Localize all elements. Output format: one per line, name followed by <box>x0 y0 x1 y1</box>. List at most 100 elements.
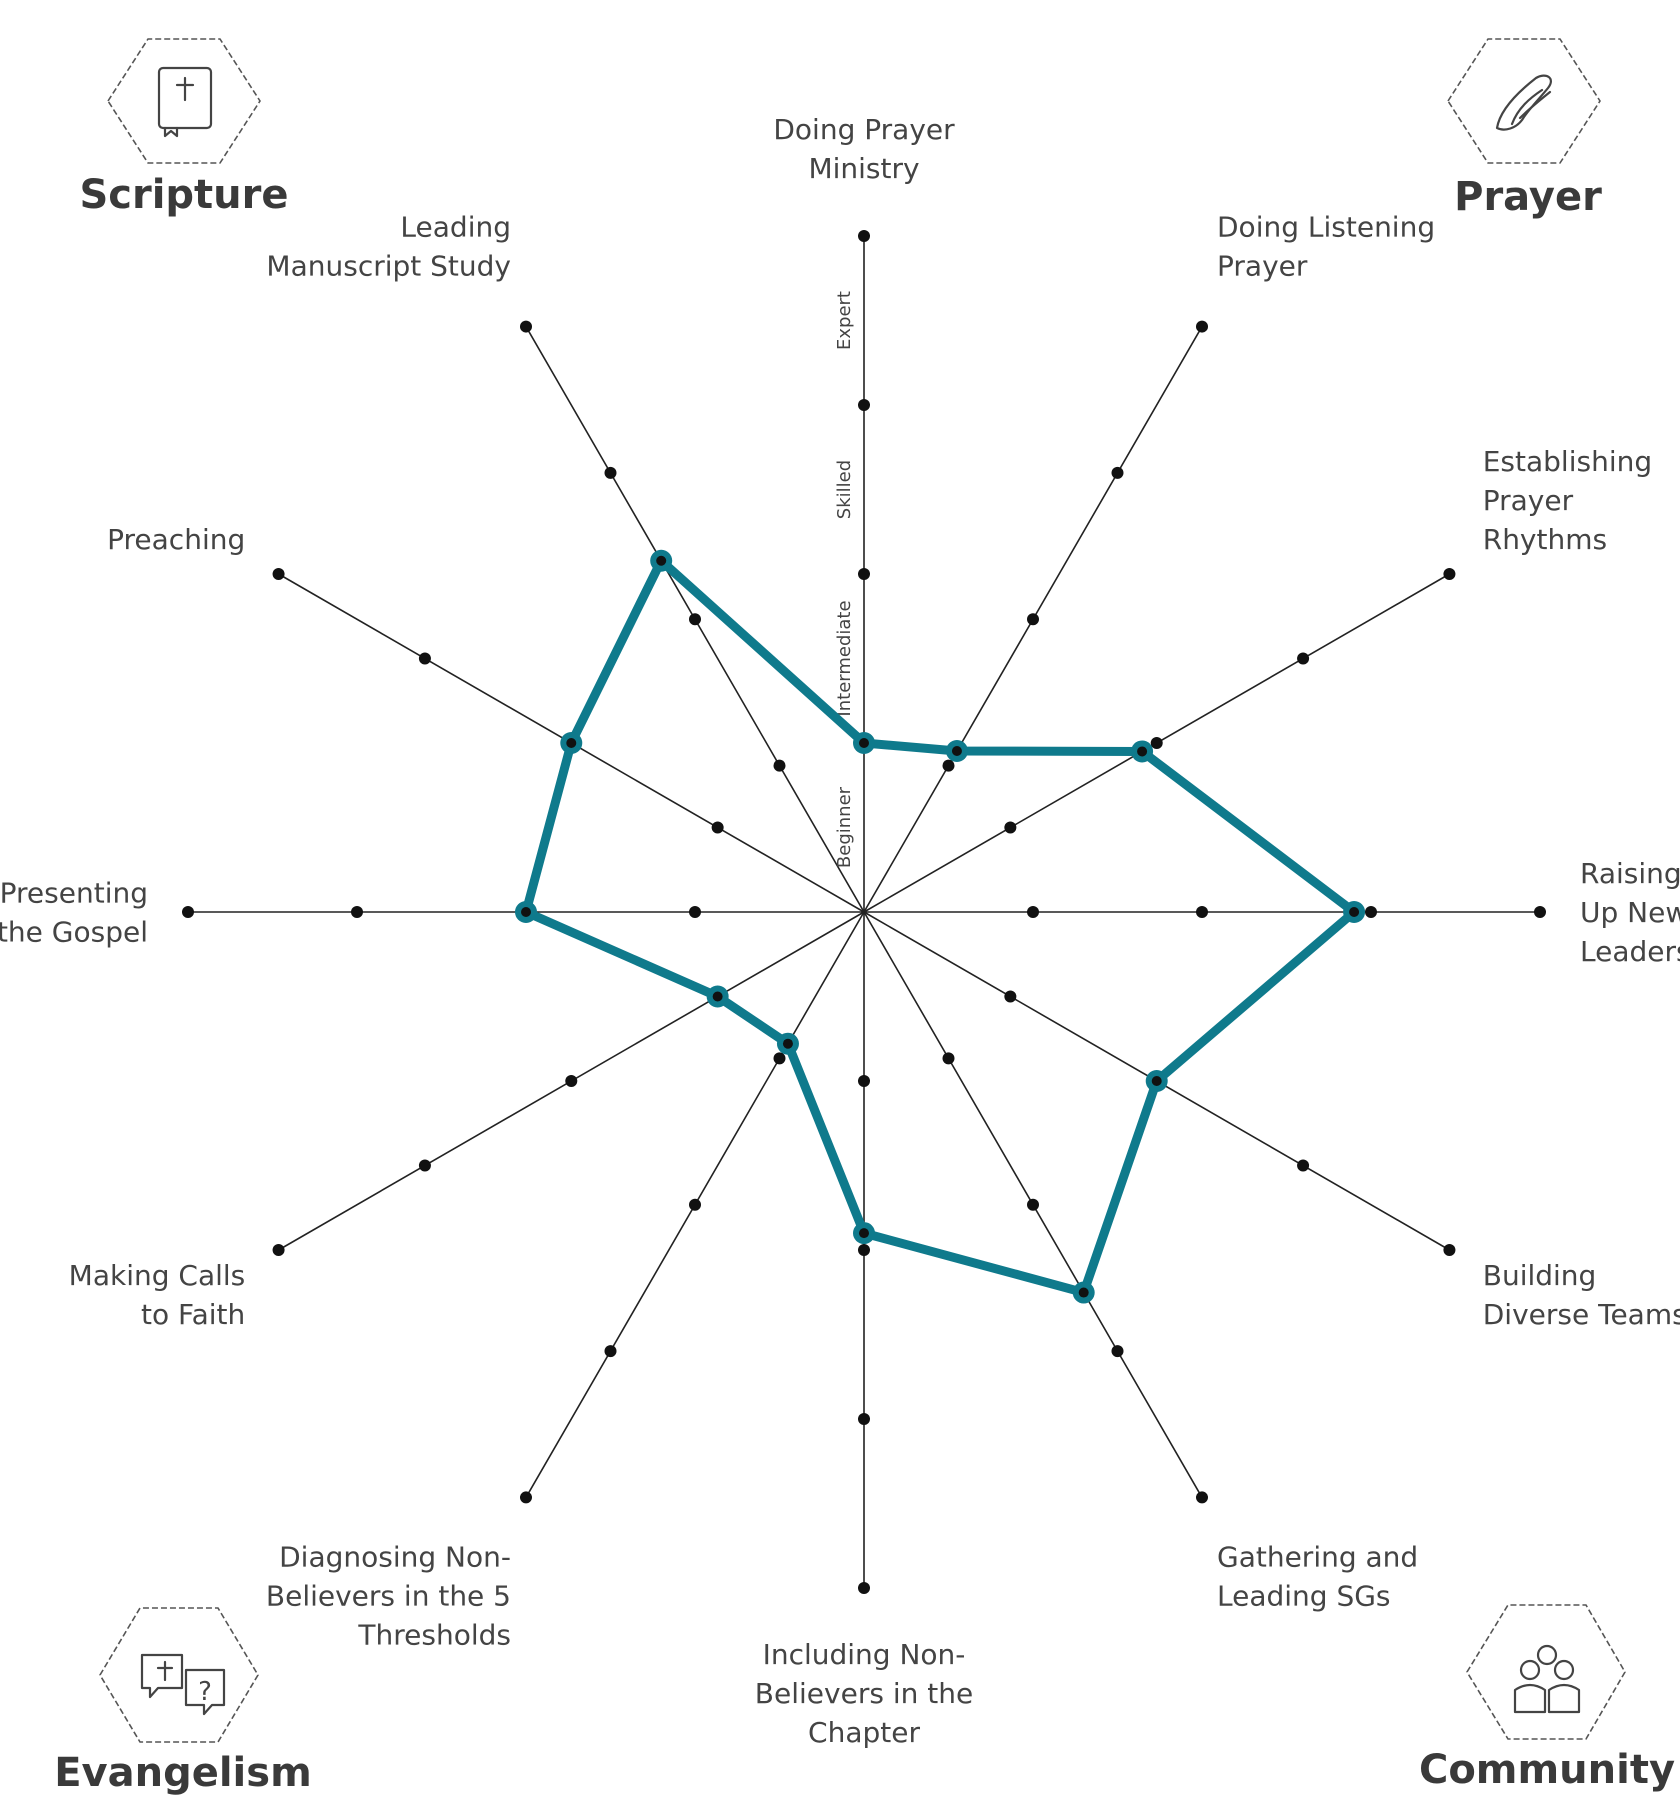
tick-dot <box>1027 613 1039 626</box>
axis-label-line: Manuscript Study <box>266 249 511 282</box>
series-point-center <box>1137 746 1148 757</box>
tick-dot <box>272 1244 285 1256</box>
tick-dot <box>604 466 617 479</box>
axis-label-7: Including Non- Believers in the Chapter <box>755 1638 973 1749</box>
axis-label-line: Believers in the 5 <box>266 1580 511 1613</box>
axis-label-line: Diverse Teams <box>1483 1298 1680 1331</box>
tick-dot <box>272 568 285 580</box>
tick-dot <box>1111 466 1124 479</box>
corner-title-community: Community <box>1419 1747 1675 1793</box>
tick-dot <box>418 1159 431 1172</box>
axis-label-line: Diagnosing Non- <box>279 1541 511 1574</box>
axis-label-line: Ministry <box>808 152 919 185</box>
axis-label-line: Presenting <box>0 877 148 910</box>
tick-dot <box>1196 1491 1208 1504</box>
corner-evangelism: ? Evangelism <box>54 1607 312 1796</box>
axis-label-line: Doing Prayer <box>773 113 955 146</box>
tick-dot <box>773 1052 786 1065</box>
corner-prayer: Prayer <box>1447 38 1602 220</box>
series-point-center <box>1078 1287 1089 1298</box>
axis-label-2: Doing Listening Prayer <box>1217 210 1435 282</box>
axis-labels: Doing Prayer Ministry Doing Listening Praye… <box>0 113 1680 1749</box>
axis-label-line: Chapter <box>808 1716 920 1749</box>
corner-title-prayer: Prayer <box>1454 174 1602 220</box>
tick-dot <box>1297 1159 1310 1172</box>
tick-dot <box>1004 990 1017 1003</box>
tick-dot <box>1534 906 1546 918</box>
tick-dot <box>1443 1244 1456 1256</box>
axis-label-line: Leaders <box>1580 935 1680 968</box>
tick-dot <box>689 1198 701 1211</box>
axis-label-line: Prayer <box>1217 249 1308 282</box>
level-labels: Beginner Intermediate Skilled Expert <box>834 291 855 868</box>
axis-label-line: Gathering and <box>1217 1541 1418 1574</box>
tick-dot <box>773 759 786 772</box>
axis-label-line: Establishing <box>1483 445 1652 478</box>
people-group-icon <box>1513 1644 1581 1714</box>
corner-title-scripture: Scripture <box>79 172 288 218</box>
tick-dot <box>1196 320 1208 333</box>
level-label-beginner: Beginner <box>834 786 855 868</box>
series-point-center <box>951 746 962 757</box>
tick-dot <box>1027 1198 1039 1211</box>
tick-dot <box>1004 821 1017 834</box>
tick-dot <box>858 1075 870 1087</box>
tick-dot <box>1365 906 1377 918</box>
tick-dot <box>351 906 363 918</box>
series-point-center <box>782 1038 793 1049</box>
hexagon-frame <box>1466 1604 1626 1740</box>
series-point-center <box>1349 907 1360 917</box>
tick-dot <box>858 230 870 242</box>
axis-label-9: Making Calls to Faith <box>69 1259 246 1331</box>
series-point-center <box>859 1228 869 1239</box>
axis-label-line: Doing Listening <box>1217 210 1435 243</box>
axis-label-line: Leading <box>400 210 511 243</box>
axis-label-10: Presenting the Gospel <box>0 877 148 949</box>
tick-dot <box>858 1582 870 1594</box>
tick-dot <box>942 759 955 772</box>
axis-label-11: Preaching <box>107 523 245 556</box>
level-label-intermediate: Intermediate <box>834 600 855 716</box>
axis-label-6: Gathering and Leading SGs <box>1217 1541 1418 1613</box>
axis-label-line: Building <box>1483 1259 1597 1292</box>
series-line <box>521 556 1359 1298</box>
axis-label-line: Raising <box>1580 857 1680 890</box>
axis-label-8: Diagnosing Non- Believers in the 5 Thresho… <box>266 1541 511 1652</box>
axis-label-line: Prayer <box>1483 484 1574 517</box>
axis-label-12: Leading Manuscript Study <box>266 210 511 282</box>
radar-spokes <box>188 236 1540 1588</box>
axis-label-line: Thresholds <box>357 1619 511 1652</box>
tick-dot <box>858 1413 870 1425</box>
axis-label-5: Building Diverse Teams <box>1483 1259 1680 1331</box>
question-mark: ? <box>198 1677 212 1707</box>
level-label-expert: Expert <box>834 291 855 350</box>
tick-dot <box>604 1345 617 1358</box>
tick-dot <box>1297 652 1310 665</box>
axis-label-line: Making Calls <box>69 1259 246 1292</box>
tick-dot <box>1196 906 1208 918</box>
axis-label-line: Up New <box>1580 896 1680 929</box>
series-layer <box>515 549 1366 1304</box>
hexagon-frame <box>99 1607 259 1743</box>
hexagon-frame <box>107 38 261 164</box>
tick-dot <box>1111 1345 1124 1358</box>
hexagon-frame <box>1447 38 1601 164</box>
corner-community: Community <box>1419 1604 1675 1793</box>
level-label-skilled: Skilled <box>834 460 855 519</box>
tick-dot <box>565 1075 578 1087</box>
axis-label-line: the Gospel <box>0 916 148 949</box>
speech-bubbles-icon: ? <box>140 1653 226 1716</box>
tick-dot <box>858 399 870 411</box>
series-point-center <box>859 738 869 748</box>
tick-dot <box>182 906 194 918</box>
series-point-center <box>1151 1076 1162 1086</box>
tick-dot <box>689 613 701 626</box>
corner-scripture: Scripture <box>79 38 289 218</box>
corner-title-evangelism: Evangelism <box>54 1750 312 1796</box>
tick-dot <box>418 652 431 665</box>
axis-label-4: Raising Up New Leaders <box>1580 857 1680 968</box>
axis-label-3: Establishing Prayer Rhythms <box>1483 445 1652 556</box>
tick-dot <box>711 821 724 834</box>
tick-dot <box>858 1244 870 1256</box>
tick-dot <box>858 568 870 580</box>
